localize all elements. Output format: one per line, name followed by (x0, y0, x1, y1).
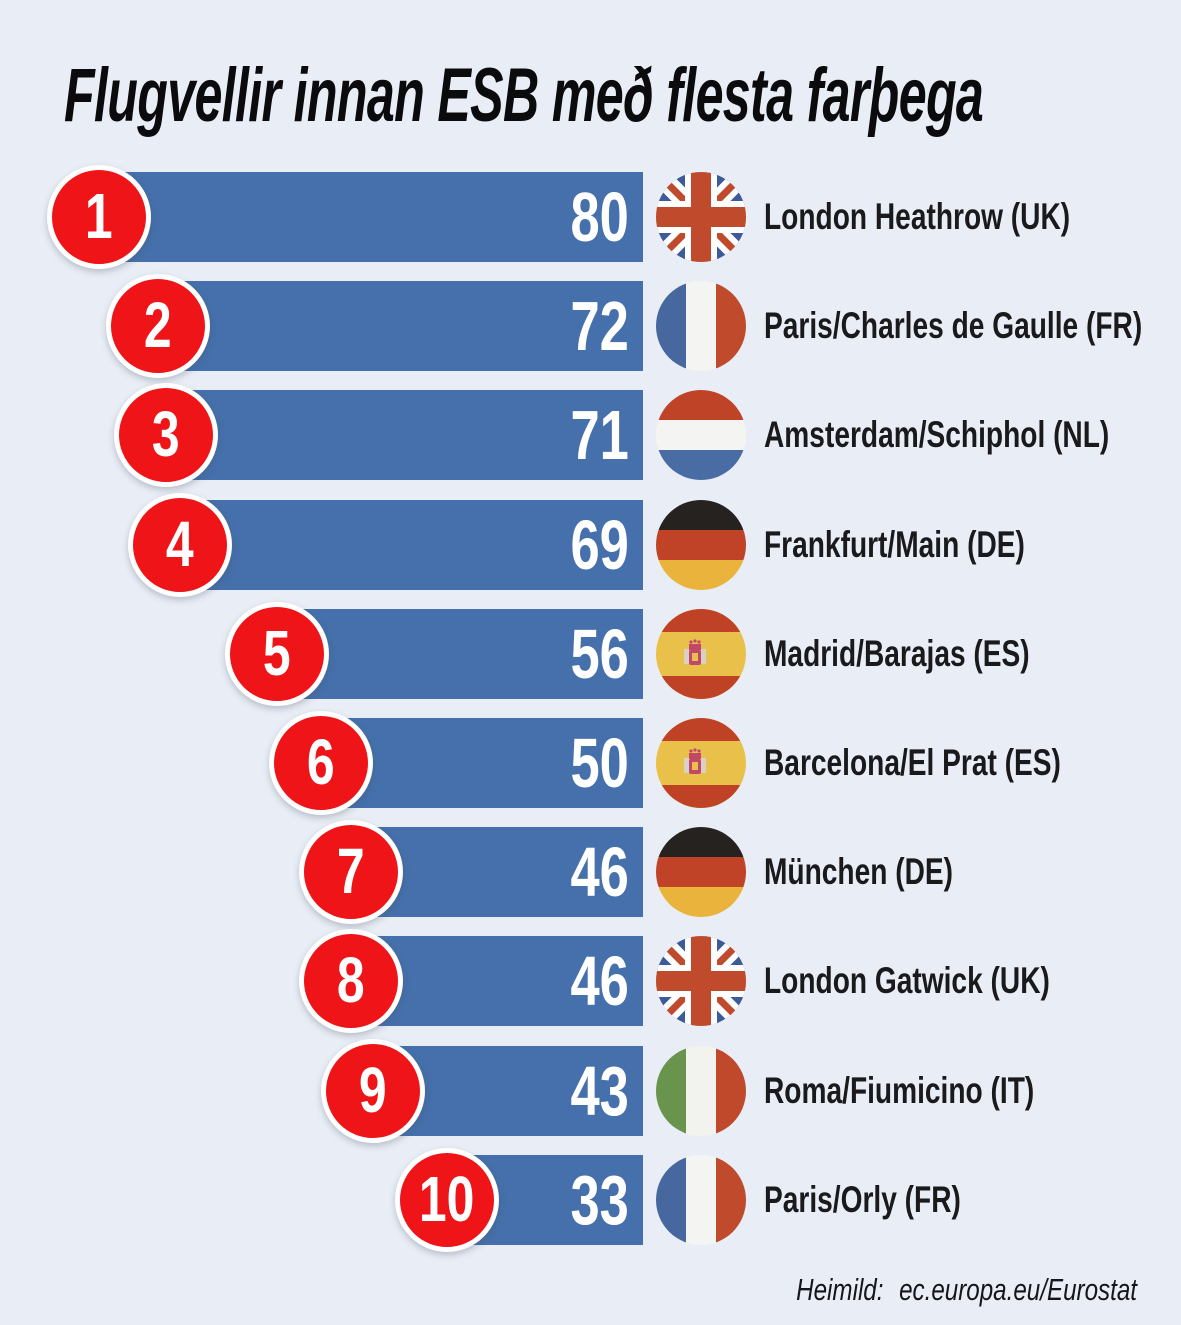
bar-row: 69 4 Frankfurt/Main (DE) (0, 493, 1181, 597)
rank-badge: 4 (128, 493, 232, 597)
value-label: 69 (551, 500, 629, 590)
flag-de-icon (656, 827, 746, 917)
value-label: 33 (551, 1155, 629, 1245)
airport-label-text: Amsterdam/Schiphol (NL) (764, 414, 1110, 455)
bar: 43 (395, 1046, 643, 1136)
bar-row: 80 1 London Heathrow (UK) (0, 165, 1181, 269)
value-label: 43 (551, 1046, 629, 1136)
airport-label-text: Barcelona/El Prat (ES) (764, 742, 1061, 783)
flag-de-icon (656, 500, 746, 590)
bar: 80 (121, 172, 643, 262)
source-text: ec.europa.eu/Eurostat (899, 1272, 1137, 1307)
airport-label: Amsterdam/Schiphol (NL) (764, 390, 1181, 480)
bar: 69 (202, 500, 643, 590)
flag-nl-icon (656, 390, 746, 480)
airport-label-text: Paris/Charles de Gaulle (FR) (764, 305, 1143, 346)
value-text: 56 (570, 615, 629, 693)
rank-number: 4 (166, 507, 194, 580)
airport-label-text: London Gatwick (UK) (764, 960, 1050, 1001)
airport-label-text: Frankfurt/Main (DE) (764, 524, 1025, 565)
airport-label-text: Roma/Fiumicino (IT) (764, 1070, 1035, 1111)
rank-number: 3 (152, 397, 180, 470)
value-label: 50 (551, 718, 629, 808)
rank-number: 7 (337, 834, 365, 907)
bar-row: 33 10 Paris/Orly (FR) (0, 1148, 1181, 1252)
bar-row: 50 6 Barcelona/El Prat (ES) (0, 711, 1181, 815)
airport-label: London Heathrow (UK) (764, 172, 1167, 262)
source-label: Heimild: (796, 1272, 884, 1307)
value-text: 43 (570, 1052, 629, 1130)
bar-row: 71 3 Amsterdam/Schiphol (NL) (0, 383, 1181, 487)
airport-label-text: Paris/Orly (FR) (764, 1179, 961, 1220)
bar: 46 (373, 936, 643, 1026)
bar: 56 (299, 609, 643, 699)
rank-badge: 10 (395, 1148, 499, 1252)
flag-it-icon (656, 1046, 746, 1136)
chart-title: Flugvellir innan ESB með flesta farþega (64, 52, 1181, 139)
rank-badge: 5 (225, 602, 329, 706)
source-note-text: Heimild: ec.europa.eu/Eurostat (796, 1272, 1137, 1308)
airport-label: Roma/Fiumicino (IT) (764, 1046, 1120, 1136)
airport-label: Paris/Charles de Gaulle (FR) (764, 281, 1181, 371)
value-label: 46 (551, 827, 629, 917)
value-text: 33 (570, 1161, 629, 1239)
bar: 46 (373, 827, 643, 917)
chart-title-text: Flugvellir innan ESB með flesta farþega (64, 53, 984, 138)
rank-number: 9 (359, 1053, 387, 1126)
airport-label: London Gatwick (UK) (764, 936, 1140, 1026)
bar-row: 72 2 Paris/Charles de Gaulle (FR) (0, 274, 1181, 378)
value-text: 80 (570, 178, 629, 256)
rank-number: 5 (263, 616, 291, 689)
rank-badge: 7 (299, 820, 403, 924)
rank-number: 8 (337, 943, 365, 1016)
value-label: 71 (551, 390, 629, 480)
rank-number: 2 (144, 288, 172, 361)
value-label: 80 (551, 172, 629, 262)
value-text: 50 (570, 724, 629, 802)
bar-row: 43 9 Roma/Fiumicino (IT) (0, 1039, 1181, 1143)
value-text: 69 (570, 506, 629, 584)
value-text: 46 (570, 833, 629, 911)
flag-es-icon (656, 609, 746, 699)
value-text: 71 (570, 396, 629, 474)
rank-number: 1 (85, 179, 113, 252)
bar-row: 46 8 London Gatwick (UK) (0, 929, 1181, 1033)
airport-label: Frankfurt/Main (DE) (764, 500, 1107, 590)
rank-number: 10 (419, 1162, 475, 1235)
flag-es-icon (656, 718, 746, 808)
airport-label-text: London Heathrow (UK) (764, 196, 1071, 237)
value-label: 56 (551, 609, 629, 699)
rank-badge: 1 (47, 165, 151, 269)
rank-badge: 6 (269, 711, 373, 815)
source-note: Heimild: ec.europa.eu/Eurostat (700, 1272, 1137, 1308)
value-text: 72 (570, 287, 629, 365)
bar: 72 (180, 281, 643, 371)
flag-fr-icon (656, 1155, 746, 1245)
value-label: 72 (551, 281, 629, 371)
flag-uk-icon (656, 172, 746, 262)
airport-label-text: Madrid/Barajas (ES) (764, 633, 1030, 674)
airport-label: Barcelona/El Prat (ES) (764, 718, 1155, 808)
rank-badge: 3 (114, 383, 218, 487)
airport-label: Madrid/Barajas (ES) (764, 609, 1114, 699)
bar: 71 (188, 390, 643, 480)
rank-badge: 8 (299, 929, 403, 1033)
value-label: 46 (551, 936, 629, 1026)
airport-label-text: München (DE) (764, 851, 954, 892)
rank-badge: 9 (321, 1039, 425, 1143)
bar-row: 46 7 München (DE) (0, 820, 1181, 924)
rank-number: 6 (307, 725, 335, 798)
airport-label: München (DE) (764, 827, 1013, 917)
bar: 50 (343, 718, 643, 808)
flag-fr-icon (656, 281, 746, 371)
rank-badge: 2 (106, 274, 210, 378)
flag-uk-icon (656, 936, 746, 1026)
airport-label: Paris/Orly (FR) (764, 1155, 1023, 1245)
bar-row: 56 5 Madrid/Barajas (ES) (0, 602, 1181, 706)
value-text: 46 (570, 942, 629, 1020)
